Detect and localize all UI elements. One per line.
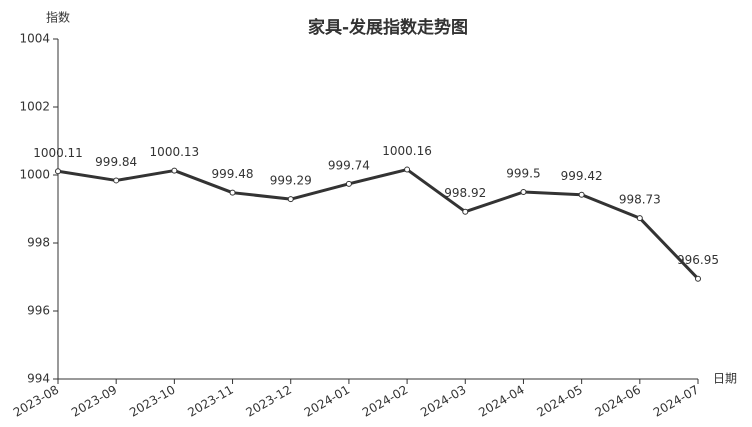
y-tick-label: 1004 bbox=[19, 32, 50, 46]
x-tick-label: 2024-05 bbox=[534, 383, 584, 420]
chart-title: 家具-发展指数走势图 bbox=[308, 17, 468, 38]
x-tick-label: 2024-03 bbox=[418, 383, 468, 420]
x-tick-label: 2024-06 bbox=[593, 383, 643, 420]
y-axis-label: 指数 bbox=[46, 10, 70, 25]
x-tick-label: 2024-07 bbox=[651, 383, 701, 420]
data-label: 999.5 bbox=[506, 167, 540, 181]
data-label: 996.95 bbox=[677, 253, 719, 267]
x-tick-label: 2023-09 bbox=[69, 383, 119, 420]
data-label: 1000.11 bbox=[33, 146, 83, 160]
x-tick-label: 2023-12 bbox=[244, 383, 294, 420]
y-tick-label: 998 bbox=[27, 236, 50, 250]
data-label: 999.48 bbox=[212, 167, 254, 181]
x-tick-label: 2023-10 bbox=[127, 383, 177, 420]
marker bbox=[520, 189, 527, 195]
marker bbox=[578, 191, 585, 198]
marker bbox=[229, 189, 236, 196]
data-label: 998.92 bbox=[444, 186, 486, 200]
marker bbox=[636, 215, 643, 222]
marker bbox=[695, 275, 701, 282]
x-tick-label: 2024-02 bbox=[360, 383, 410, 420]
y-tick-label: 994 bbox=[27, 372, 50, 386]
x-tick-label: 2024-01 bbox=[302, 383, 352, 420]
marker bbox=[404, 166, 411, 173]
y-tick-label: 1000 bbox=[19, 168, 50, 182]
x-axis-label: 日期 bbox=[713, 372, 737, 386]
marker bbox=[171, 167, 178, 174]
data-label: 1000.16 bbox=[382, 144, 432, 158]
marker bbox=[462, 208, 469, 215]
x-tick-label: 2023-11 bbox=[185, 383, 235, 420]
data-label: 999.42 bbox=[561, 169, 603, 183]
data-label: 999.74 bbox=[328, 158, 370, 172]
marker bbox=[287, 196, 294, 203]
marker bbox=[345, 180, 352, 187]
data-label: 1000.13 bbox=[150, 145, 200, 159]
x-tick-label: 2023-08 bbox=[11, 383, 61, 420]
data-label: 999.84 bbox=[95, 155, 137, 169]
y-tick-label: 1002 bbox=[19, 100, 50, 114]
marker bbox=[113, 177, 120, 184]
x-tick-label: 2024-04 bbox=[476, 383, 526, 420]
data-label: 998.73 bbox=[619, 193, 661, 207]
marker bbox=[55, 168, 61, 175]
line bbox=[57, 168, 700, 280]
y-tick-label: 996 bbox=[27, 304, 50, 318]
data-label: 999.29 bbox=[270, 174, 312, 188]
